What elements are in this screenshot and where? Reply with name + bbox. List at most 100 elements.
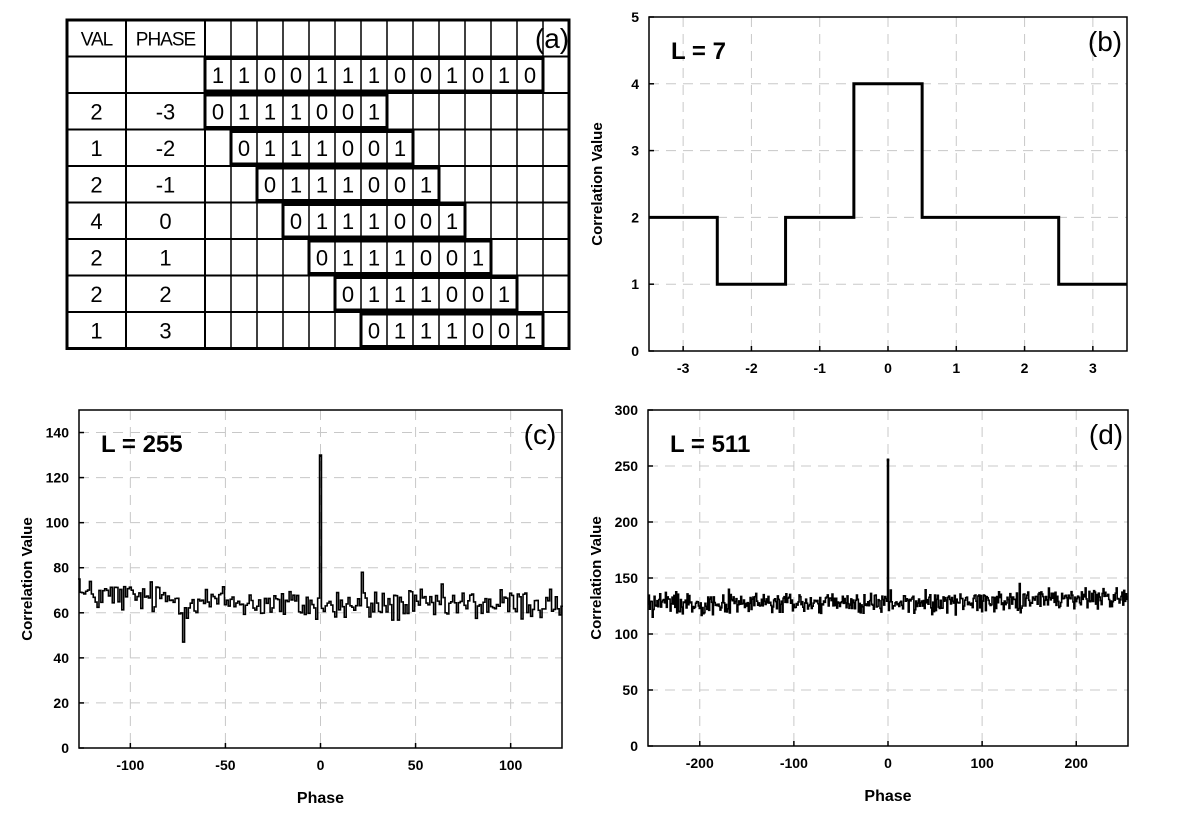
shifted-bit: 1 (238, 99, 250, 124)
shifted-bit: 1 (342, 209, 354, 234)
y-axis-label: Correlation Value (588, 516, 605, 639)
y-tick-label: 120 (46, 470, 70, 486)
shifted-bit: 0 (472, 318, 484, 343)
shifted-bit: 1 (290, 172, 302, 197)
plot-frame (648, 16, 1128, 352)
panel-label: (c) (524, 419, 557, 450)
y-tick-label: 50 (622, 682, 638, 698)
shifted-bit: 0 (368, 318, 380, 343)
row-val: 2 (90, 172, 102, 197)
shifted-sequence-box (307, 239, 493, 275)
chart-l7: -3 -2 -1 0 1 2 3 0 1 2 3 4 5 Correlation Value (b) L = … (589, 9, 1128, 376)
shifted-sequence-box (281, 203, 467, 239)
x-tick-label: -200 (686, 755, 714, 771)
shifted-bit: 0 (394, 209, 406, 234)
row-val: 1 (90, 318, 102, 343)
shifted-bit: 1 (394, 282, 406, 307)
row-phase: 3 (159, 318, 171, 343)
shifted-bit: 1 (264, 99, 276, 124)
x-axis-label: Phase (864, 788, 911, 805)
x-tick-label: -2 (745, 360, 758, 376)
reference-bit: 1 (212, 63, 224, 88)
x-tick-label: 50 (408, 757, 424, 773)
x-tick-label: 100 (499, 757, 523, 773)
x-axis-label: Phase (297, 790, 344, 807)
shifted-bit: 0 (316, 99, 328, 124)
y-tick-label: 5 (631, 9, 639, 25)
shifted-bit: 0 (212, 99, 224, 124)
shifted-bit: 1 (498, 282, 510, 307)
shifted-bit: 0 (290, 209, 302, 234)
shifted-bit: 1 (316, 172, 328, 197)
x-tick-label: 200 (1065, 755, 1089, 771)
shifted-sequence-box (333, 276, 519, 312)
y-tick-label: 150 (615, 570, 639, 586)
table-border (65, 18, 571, 350)
y-tick-label: 60 (53, 605, 69, 621)
y-tick-label: 100 (615, 626, 639, 642)
shifted-bit: 1 (368, 245, 380, 270)
row-val: 4 (90, 209, 102, 234)
shifted-bit: 0 (394, 172, 406, 197)
x-tick-label: 0 (884, 755, 892, 771)
shifted-bit: 0 (342, 99, 354, 124)
reference-bit: 1 (498, 63, 510, 88)
shifted-bit: 0 (420, 245, 432, 270)
y-tick-label: 100 (46, 515, 70, 531)
x-tick-label: 1 (952, 360, 960, 376)
shifted-bit: 1 (368, 99, 380, 124)
shifted-bit: 0 (446, 245, 458, 270)
shifted-bit: 1 (264, 136, 276, 161)
shifted-sequence-box (229, 130, 415, 166)
shifted-bit: 1 (316, 136, 328, 161)
y-tick-label: 140 (46, 425, 70, 441)
shifted-bit: 0 (446, 282, 458, 307)
chart-l255: -100 -50 0 50 100 0 20 40 60 80 100 120 140 Correlati… (19, 409, 563, 807)
row-val: 2 (90, 245, 102, 270)
shifted-bit: 1 (420, 318, 432, 343)
x-tick-label: 100 (970, 755, 994, 771)
correlation-step-series (649, 82, 1127, 286)
x-tick-label: -3 (677, 360, 690, 376)
shifted-bit: 1 (394, 136, 406, 161)
shifted-bit: 1 (446, 209, 458, 234)
y-axis-label: Correlation Value (19, 517, 36, 640)
x-tick-label: -50 (215, 757, 235, 773)
x-tick-label: 2 (1021, 360, 1029, 376)
shifted-bit: 0 (238, 136, 250, 161)
y-tick-label: 3 (631, 143, 639, 159)
shifted-bit: 1 (368, 282, 380, 307)
row-phase: 1 (159, 245, 171, 270)
x-tick-label: -1 (813, 360, 826, 376)
shifted-sequence-box (203, 93, 389, 129)
shifted-bit: 1 (290, 99, 302, 124)
y-tick-label: 200 (615, 514, 639, 530)
y-axis-label: Correlation Value (590, 122, 606, 245)
reference-bit: 0 (472, 63, 484, 88)
shifted-bit: 0 (342, 282, 354, 307)
x-tick-label: -100 (116, 757, 144, 773)
y-tick-label: 0 (630, 738, 638, 754)
row-phase: -1 (156, 172, 176, 197)
shifted-bit: 1 (446, 318, 458, 343)
shifted-bit: 1 (420, 172, 432, 197)
x-tick-label: 3 (1089, 360, 1097, 376)
reference-bit: 1 (368, 63, 380, 88)
length-annotation: L = 511 (670, 431, 750, 458)
header-phase: PHASE (136, 29, 196, 50)
shifted-bit: 1 (316, 209, 328, 234)
shifted-bit: 0 (264, 172, 276, 197)
reference-sequence-box (203, 57, 545, 93)
panel-b-chart: -3 -2 -1 0 1 2 3 0 1 2 3 4 5 Correlation Value (b) L = … (589, 0, 1193, 400)
plot-frame (647, 409, 1129, 747)
y-tick-label: 1 (631, 276, 639, 292)
row-val: 1 (90, 136, 102, 161)
reference-bit: 0 (524, 63, 536, 88)
shifted-bit: 1 (368, 209, 380, 234)
shifted-bit: 0 (472, 282, 484, 307)
panel-a-table: VAL PHASE (a) 1 1 0 0 1 1 1 0 0 1 0 1 0 2 -3 0 1 1 1 0 0 1 1 -2 0 1 1… (0, 0, 590, 370)
panel-label: (b) (1088, 26, 1122, 57)
panel-c-chart: -100 -50 0 50 100 0 20 40 60 80 100 120 140 Correlati… (0, 400, 580, 817)
y-tick-label: 4 (631, 76, 639, 92)
header-val: VAL (81, 29, 113, 50)
